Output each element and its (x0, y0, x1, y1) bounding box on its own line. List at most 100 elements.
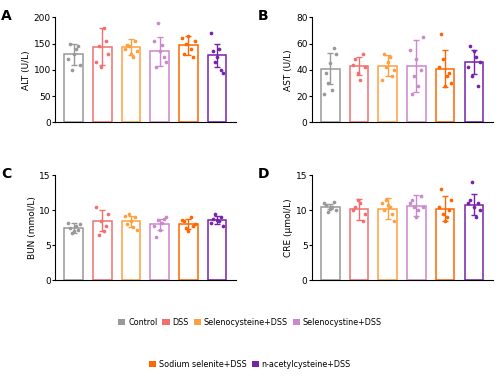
Bar (150, 51, 169, 122)
Point (178, 35, 186, 41)
Point (64, 56, 72, 63)
Point (152, 64, 160, 70)
Bar (464, 205, 483, 280)
Point (123, 41, 131, 48)
Point (220, 223, 228, 229)
Point (416, 67, 424, 73)
Point (349, 207, 357, 213)
Text: C: C (1, 167, 11, 181)
Point (213, 217, 221, 223)
Point (472, 214, 480, 220)
Point (133, 227, 141, 233)
Point (410, 73, 418, 79)
Point (439, 210, 447, 217)
Point (184, 33, 192, 39)
Point (358, 51, 366, 57)
Point (443, 214, 451, 220)
Point (72, 223, 80, 229)
Point (213, 54, 221, 60)
Point (356, 200, 364, 206)
Point (470, 204, 478, 210)
Point (448, 80, 456, 86)
Bar (436, 209, 454, 280)
Point (448, 197, 456, 203)
Point (180, 51, 188, 57)
Point (162, 59, 170, 65)
Point (68, 67, 76, 73)
Bar (350, 210, 368, 280)
Bar (378, 66, 397, 122)
Bar (64, 228, 83, 280)
Y-axis label: CRE (μmol/L): CRE (μmol/L) (284, 199, 294, 257)
Point (320, 91, 328, 97)
Bar (64, 54, 83, 122)
Point (190, 38, 198, 44)
Point (125, 210, 133, 217)
Bar (436, 69, 454, 122)
Point (94, 43, 102, 49)
Bar (321, 207, 340, 280)
Point (127, 218, 135, 224)
Point (70, 51, 78, 57)
Text: A: A (1, 9, 11, 23)
Point (150, 38, 158, 44)
Point (437, 31, 445, 38)
Point (211, 210, 219, 217)
Point (437, 186, 445, 192)
Point (384, 59, 392, 65)
Text: B: B (258, 9, 268, 23)
Point (127, 51, 135, 57)
Bar (122, 47, 141, 122)
Point (390, 218, 398, 224)
Point (354, 197, 362, 203)
Point (66, 225, 74, 231)
Point (104, 210, 112, 217)
Point (92, 59, 100, 65)
Point (445, 207, 453, 213)
Point (410, 204, 418, 210)
Point (94, 232, 102, 238)
Point (218, 214, 226, 220)
Point (435, 204, 443, 210)
Point (68, 230, 76, 236)
Point (215, 46, 223, 52)
Point (418, 204, 426, 210)
Bar (407, 206, 426, 280)
Point (352, 204, 360, 210)
Point (408, 91, 416, 97)
Point (414, 207, 422, 213)
Point (328, 86, 336, 93)
Point (158, 41, 166, 48)
Bar (122, 222, 141, 280)
Point (70, 228, 78, 234)
Point (188, 223, 196, 229)
Point (445, 70, 453, 76)
Point (102, 223, 110, 229)
Point (408, 197, 416, 203)
Point (123, 221, 131, 227)
Point (435, 64, 443, 70)
Point (156, 48, 164, 55)
Point (150, 223, 158, 229)
Point (322, 70, 330, 76)
Point (412, 214, 420, 220)
Point (470, 48, 478, 55)
Point (133, 48, 141, 55)
Point (158, 220, 166, 226)
Y-axis label: AST (U/L): AST (U/L) (284, 49, 294, 91)
Bar (179, 45, 198, 122)
Point (97, 64, 105, 70)
Point (386, 54, 394, 60)
Bar (407, 66, 426, 122)
Point (378, 200, 386, 206)
Legend: Sodium selenite+DSS, n-acetylcysteine+DSS: Sodium selenite+DSS, n-acetylcysteine+DS… (146, 357, 354, 372)
Point (332, 207, 340, 213)
Point (154, 217, 162, 223)
Point (97, 218, 105, 224)
Point (466, 197, 474, 203)
Point (468, 179, 476, 185)
Point (474, 83, 482, 89)
Point (361, 64, 369, 70)
Point (121, 46, 129, 52)
Bar (93, 47, 112, 122)
